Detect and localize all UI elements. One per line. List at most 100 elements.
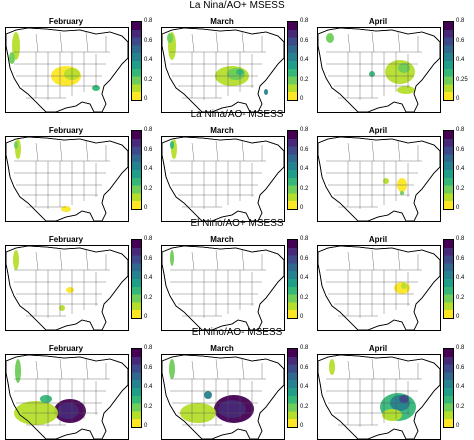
coastline — [318, 137, 440, 221]
state-border — [347, 360, 351, 380]
land-outline — [6, 246, 128, 330]
colorbar — [287, 239, 298, 319]
skill-region — [397, 86, 415, 94]
state-border — [371, 31, 375, 53]
coastline — [318, 28, 440, 112]
colorbar-tick-label: 0 — [300, 314, 304, 320]
section-title: El Nino/AO+ MSESS — [190, 218, 284, 229]
state-border — [59, 249, 63, 271]
colorbar-tick-label: 0.6 — [144, 255, 153, 262]
colorbar-tick-label: 0.8 — [300, 18, 309, 24]
colorbar-tick-label: 0.4 — [144, 57, 153, 63]
colorbar-tick-label: 0.6 — [456, 146, 465, 153]
map-panel — [5, 245, 129, 331]
colorbar-tick-label: 0.6 — [144, 37, 153, 44]
colorbar — [287, 21, 298, 101]
colorbar-tick-label: 0 — [144, 205, 148, 211]
map-svg — [318, 137, 440, 221]
panel-title: February — [48, 235, 84, 244]
colorbar-tick-label: 0 — [144, 314, 148, 320]
colorbar-tick-label: 0.6 — [144, 364, 153, 371]
colorbar-tick-label: 0 — [456, 96, 460, 102]
state-border — [85, 358, 89, 380]
colorbar-tick-label: 0.4 — [144, 166, 153, 172]
skill-region — [401, 283, 407, 289]
state-border — [371, 140, 375, 162]
section-title: El Nino/AO- MSESS — [191, 327, 283, 338]
state-border — [191, 251, 195, 271]
state-border — [191, 360, 195, 380]
skill-region — [61, 206, 71, 212]
coastline — [318, 355, 440, 439]
map-panel — [317, 136, 441, 222]
state-border — [35, 360, 39, 380]
colorbar — [443, 239, 454, 319]
section-title: La Nina/AO- MSESS — [190, 109, 284, 120]
colorbar-tick-label: 0.4 — [300, 275, 309, 281]
land-outline — [162, 355, 284, 439]
coastline — [6, 355, 128, 439]
panel-title: April — [368, 235, 388, 244]
skill-region — [329, 359, 335, 375]
state-border — [241, 249, 245, 271]
skill-region — [169, 359, 175, 379]
skill-region — [204, 391, 212, 399]
map-svg — [318, 246, 440, 330]
skill-region — [385, 60, 415, 84]
colorbar — [443, 348, 454, 428]
colorbar-tick-label: 0.4 — [144, 384, 153, 390]
map-svg — [162, 246, 284, 330]
skill-region — [59, 305, 65, 311]
colorbar-tick-label: 0.4 — [456, 384, 465, 390]
colorbar-tick-label: 0.6 — [456, 364, 465, 371]
state-border — [347, 251, 351, 271]
colorbar-tick-label: 0.6 — [300, 37, 309, 44]
skill-region — [170, 250, 174, 266]
coastline — [6, 246, 128, 330]
map-svg — [162, 137, 284, 221]
skill-region — [9, 52, 15, 64]
coastline — [162, 355, 284, 439]
map-panel — [161, 354, 285, 440]
panel-title: April — [368, 126, 388, 135]
colorbar-tick-label: 0.4 — [300, 57, 309, 63]
colorbar-tick-label: 0.8 — [456, 236, 465, 242]
coastline — [162, 137, 284, 221]
colorbar-tick-label: 0.6 — [144, 146, 153, 153]
land-outline — [318, 137, 440, 221]
coastline — [318, 246, 440, 330]
colorbar-tick-label: 0.8 — [456, 345, 465, 351]
colorbar-tick-label: 0.2 — [300, 76, 309, 83]
colorbar-tick-label: 0.4 — [456, 275, 465, 281]
skill-region — [12, 32, 20, 60]
map-svg — [162, 355, 284, 439]
state-border — [215, 140, 219, 162]
colorbar-tick-label: 0.8 — [144, 236, 153, 242]
colorbar-tick-label: 0.2 — [144, 403, 153, 410]
colorbar-tick-label: 0 — [300, 423, 304, 429]
state-border — [397, 358, 401, 380]
section-title: La Nina/AO+ MSESS — [189, 0, 285, 11]
state-border — [59, 140, 63, 162]
colorbar-tick-label: 0.8 — [144, 127, 153, 133]
colorbar-tick-label: 0.8 — [144, 345, 153, 351]
skill-region — [383, 178, 389, 184]
state-border — [371, 249, 375, 271]
skill-region — [326, 33, 334, 43]
colorbar-tick-label: 0.8 — [144, 18, 153, 24]
state-border — [397, 140, 401, 162]
skill-region — [264, 89, 268, 95]
state-border — [215, 31, 219, 53]
map-panel — [5, 27, 129, 113]
colorbar-tick-label: 0 — [144, 423, 148, 429]
map-svg — [318, 28, 440, 112]
colorbar-tick-label: 0.8 — [300, 345, 309, 351]
skill-region — [170, 141, 174, 149]
skill-region — [66, 287, 74, 293]
colorbar-tick-label: 0.2 — [300, 403, 309, 410]
map-panel — [5, 136, 129, 222]
panel-title: February — [48, 344, 84, 353]
land-outline — [318, 28, 440, 112]
land-outline — [318, 355, 440, 439]
state-border — [241, 358, 245, 380]
